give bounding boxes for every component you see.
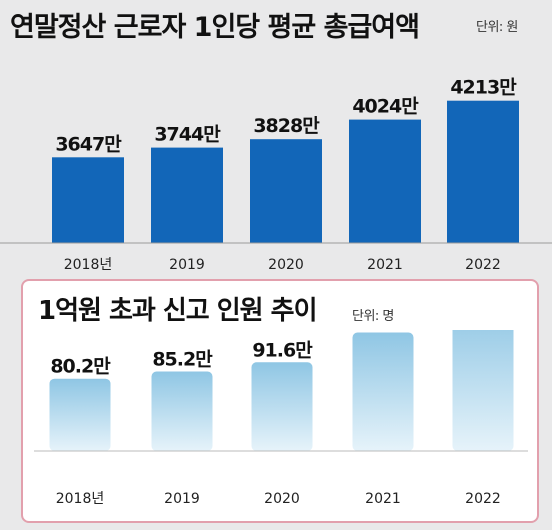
chart2-title: 1억원 초과 신고 인원 추이 <box>38 296 317 326</box>
chart1-value-label-4: 4213만 <box>450 77 517 99</box>
chart2-tick-label-2: 2020 <box>264 491 300 507</box>
chart1-bar-0 <box>52 157 124 243</box>
chart2-bar-0 <box>49 378 111 451</box>
chart2-bar-1 <box>151 371 213 451</box>
chart2-tick-label-3: 2021 <box>365 491 401 507</box>
chart2-value-label-2: 91.6만 <box>252 339 313 361</box>
chart2-value-label-3: 112.3만 <box>347 330 420 331</box>
chart1-tick-label-4: 2022 <box>465 257 501 273</box>
chart1-value-label-1: 3744만 <box>154 124 221 146</box>
chart2-tick-label-1: 2019 <box>164 491 200 507</box>
chart1-tick-label-2: 2020 <box>268 257 304 273</box>
chart2-value-label-0: 80.2만 <box>50 356 111 378</box>
chart2-tick-label-4: 2022 <box>465 491 501 507</box>
chart1-tick-label-1: 2019 <box>169 257 205 273</box>
chart1-bar-4 <box>447 100 519 243</box>
chart1-svg: 3647만 2018년 3744만 2019 3828만 2020 4024만 2021 421… <box>0 77 552 273</box>
chart1-tick-label-3: 2021 <box>367 257 403 273</box>
chart2-bar-2 <box>251 362 313 451</box>
chart1-bar-1 <box>151 147 223 243</box>
chart2-unit: 단위: 명 <box>352 309 394 324</box>
chart1-value-label-3: 4024만 <box>352 96 419 118</box>
chart2-svg: 80.2만2018년85.2만201991.6만2020112.3만202113… <box>34 330 528 507</box>
chart2-bar-4 <box>452 330 514 451</box>
chart1-bar-2 <box>250 139 322 243</box>
chart2-tick-label-0: 2018년 <box>56 491 105 507</box>
chart1-bar-3 <box>349 119 421 243</box>
chart1-tick-label-0: 2018년 <box>64 257 113 273</box>
chart1-value-label-2: 3828만 <box>253 115 320 137</box>
chart2-bar-3 <box>352 332 414 451</box>
chart1-unit: 단위: 원 <box>476 20 518 35</box>
chart1-value-label-0: 3647만 <box>55 133 122 155</box>
chart2-value-label-1: 85.2만 <box>152 349 213 371</box>
chart1-title: 연말정산 근로자 1인당 평균 총급여액 <box>10 12 420 43</box>
